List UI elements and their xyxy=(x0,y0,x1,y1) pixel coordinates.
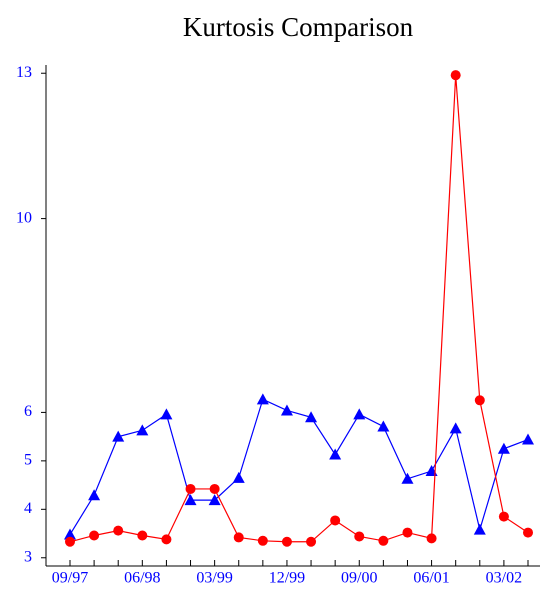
point xyxy=(280,404,293,416)
point xyxy=(256,393,269,405)
y-tick-label: 13 xyxy=(16,64,32,81)
point xyxy=(378,535,389,546)
point xyxy=(88,489,101,501)
point xyxy=(233,532,244,543)
point xyxy=(64,528,76,540)
point xyxy=(306,536,317,547)
point xyxy=(329,448,342,460)
point xyxy=(161,534,172,545)
y-tick-label: 3 xyxy=(24,548,32,565)
x-tick-label: 06/01 xyxy=(413,570,449,587)
series-line xyxy=(69,398,529,535)
point xyxy=(449,422,462,434)
y-tick-label: 4 xyxy=(24,500,32,517)
x-tick-label: 12/99 xyxy=(269,570,305,587)
point xyxy=(209,483,220,494)
point xyxy=(523,527,533,538)
point xyxy=(498,511,509,522)
x-tick-label: 09/97 xyxy=(52,570,88,587)
x-tick-label: 03/99 xyxy=(196,570,232,587)
point xyxy=(160,408,173,420)
point xyxy=(208,494,221,506)
point xyxy=(137,530,148,541)
point xyxy=(426,533,437,544)
point xyxy=(474,395,485,406)
point xyxy=(354,531,365,542)
point xyxy=(257,535,268,546)
point xyxy=(184,494,197,506)
point xyxy=(402,527,413,538)
point xyxy=(185,483,196,494)
y-tick-label: 6 xyxy=(24,403,32,420)
point xyxy=(305,411,318,423)
point xyxy=(112,430,125,442)
point xyxy=(353,408,366,420)
point xyxy=(281,536,292,547)
y-tick-label: 5 xyxy=(24,452,32,469)
chart-title: Kurtosis Comparison xyxy=(183,12,414,42)
point xyxy=(473,523,486,535)
point xyxy=(330,515,341,526)
point xyxy=(113,525,124,536)
y-tick-label: 10 xyxy=(16,209,32,226)
point xyxy=(65,536,75,547)
x-tick-label: 09/00 xyxy=(341,570,377,587)
x-tick-label: 06/98 xyxy=(124,570,160,587)
point xyxy=(450,70,461,81)
series-line xyxy=(69,75,529,543)
x-tick-label: 03/02 xyxy=(486,570,522,587)
point xyxy=(89,530,100,541)
point xyxy=(377,420,390,432)
point xyxy=(497,442,510,454)
point xyxy=(522,433,534,445)
point xyxy=(232,471,245,483)
point xyxy=(136,424,149,436)
point xyxy=(401,472,414,484)
